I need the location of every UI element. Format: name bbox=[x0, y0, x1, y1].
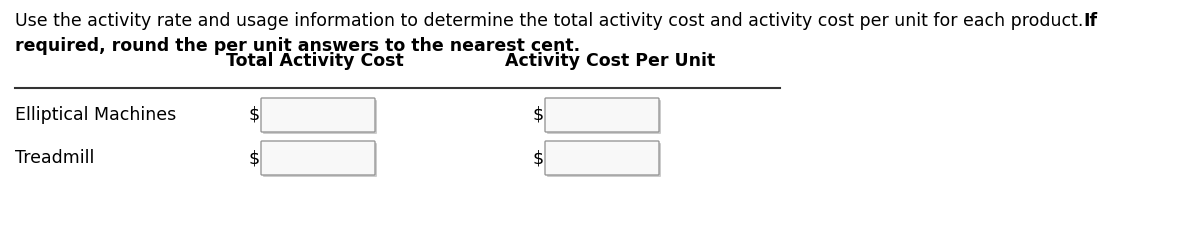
FancyBboxPatch shape bbox=[263, 100, 377, 134]
Text: Treadmill: Treadmill bbox=[14, 149, 95, 167]
Text: $: $ bbox=[248, 149, 259, 167]
FancyBboxPatch shape bbox=[262, 98, 374, 132]
Text: Activity Cost Per Unit: Activity Cost Per Unit bbox=[505, 52, 715, 70]
FancyBboxPatch shape bbox=[547, 143, 661, 177]
FancyBboxPatch shape bbox=[263, 143, 377, 177]
Text: Elliptical Machines: Elliptical Machines bbox=[14, 106, 176, 124]
FancyBboxPatch shape bbox=[262, 141, 374, 175]
Text: Use the activity rate and usage information to determine the total activity cost: Use the activity rate and usage informat… bbox=[14, 12, 1088, 30]
FancyBboxPatch shape bbox=[547, 100, 661, 134]
Text: If: If bbox=[1084, 12, 1097, 30]
FancyBboxPatch shape bbox=[545, 141, 659, 175]
Text: $: $ bbox=[532, 149, 544, 167]
Text: $: $ bbox=[532, 106, 544, 124]
Text: Total Activity Cost: Total Activity Cost bbox=[226, 52, 404, 70]
Text: $: $ bbox=[248, 106, 259, 124]
Text: required, round the per unit answers to the nearest cent.: required, round the per unit answers to … bbox=[14, 37, 580, 55]
FancyBboxPatch shape bbox=[545, 98, 659, 132]
